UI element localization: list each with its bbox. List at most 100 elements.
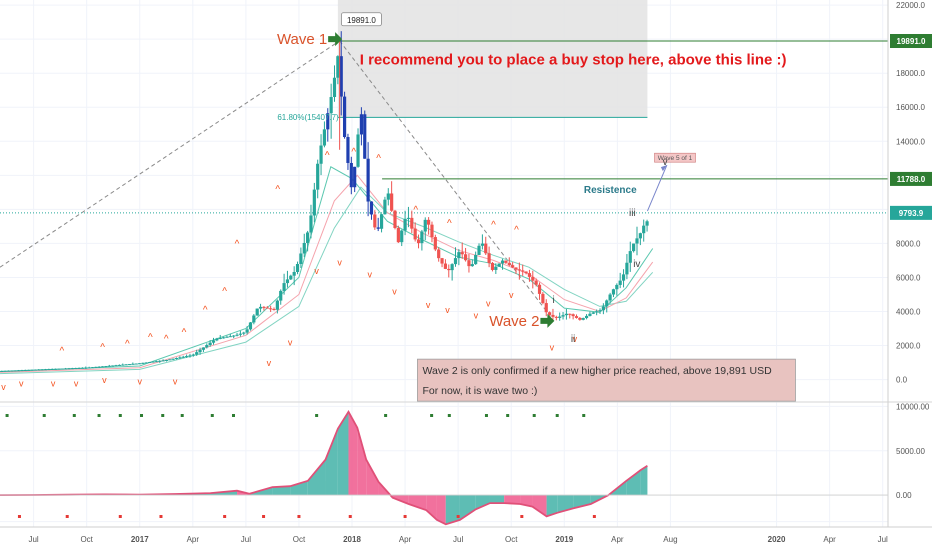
candle-body	[229, 336, 232, 337]
candle-body	[279, 291, 282, 301]
candle-body	[37, 370, 40, 371]
candle-body	[30, 370, 33, 371]
marker-up: ^	[514, 225, 519, 236]
marker-up: ^	[164, 334, 169, 345]
candle-body	[561, 315, 564, 316]
marker-up: ^	[100, 343, 105, 354]
candle-body	[111, 365, 114, 366]
candle-body	[538, 285, 541, 294]
candle-body	[108, 366, 111, 367]
candle-body	[568, 314, 571, 315]
price-tick-label: 4000.0	[896, 307, 921, 316]
oscillator-area	[460, 495, 476, 520]
candle-body	[592, 312, 595, 313]
time-tick-label: 2019	[555, 535, 573, 544]
candle-body	[77, 368, 80, 369]
candle-body	[84, 368, 87, 369]
candle-body	[289, 276, 292, 280]
candle-body	[437, 249, 440, 258]
osc-top-dot	[556, 414, 559, 417]
osc-bottom-dot	[297, 515, 300, 518]
osc-bottom-dot	[349, 515, 352, 518]
candle-body	[0, 371, 3, 372]
candle-body	[535, 281, 538, 285]
candle-body	[316, 164, 319, 190]
marker-down: v	[74, 378, 79, 388]
candle-body	[64, 368, 67, 369]
candle-body	[541, 294, 544, 303]
price-tick-label: 6000.0	[896, 273, 921, 282]
marker-up: ^	[491, 220, 496, 231]
candle-body	[272, 309, 275, 310]
candle-body	[494, 267, 497, 270]
candle-body	[306, 232, 309, 243]
time-tick-label: 2020	[768, 535, 786, 544]
time-tick-label: Apr	[823, 535, 836, 544]
candle-body	[235, 335, 238, 336]
candle-body	[427, 220, 430, 225]
candle-body	[528, 273, 531, 277]
price-tick-label: 14000.0	[896, 137, 925, 146]
candle-body	[575, 316, 578, 318]
candle-body	[172, 359, 175, 360]
candle-body	[138, 363, 141, 364]
candle-body	[215, 339, 218, 341]
candle-body	[81, 368, 84, 369]
candle-body	[232, 336, 235, 337]
marker-up: ^	[376, 154, 381, 165]
annotation-wave-ii: ii	[571, 334, 575, 345]
candle-body	[595, 311, 598, 312]
price-tag-label-level-11788: 11788.0	[897, 175, 926, 184]
candle-body	[242, 333, 245, 334]
osc-bottom-dot	[18, 515, 21, 518]
osc-top-dot	[181, 414, 184, 417]
candle-body	[551, 315, 554, 317]
candle-body	[434, 237, 437, 249]
annotation-wave-iii: iii	[629, 208, 636, 219]
candle-body	[158, 361, 161, 362]
candle-body	[545, 303, 548, 312]
candle-body	[518, 269, 521, 270]
candle-body	[47, 369, 50, 370]
osc-top-dot	[232, 414, 235, 417]
marker-up: ^	[125, 339, 130, 350]
osc-top-dot	[582, 414, 585, 417]
oscillator-area	[357, 428, 366, 495]
candle-body	[151, 362, 154, 363]
candle-body	[333, 78, 336, 97]
candle-body	[239, 334, 242, 335]
time-tick-label: Jul	[878, 535, 888, 544]
candle-body	[521, 270, 524, 271]
candle-body	[135, 364, 138, 365]
price-tag-label-level-19891: 19891.0	[897, 37, 926, 46]
candle-body	[642, 226, 645, 234]
candle-body	[145, 362, 148, 363]
candle-body	[286, 279, 289, 283]
osc-top-dot	[73, 414, 76, 417]
candle-body	[91, 367, 94, 368]
marker-up: ^	[275, 184, 280, 195]
osc-top-dot	[315, 414, 318, 417]
marker-down: v	[474, 310, 479, 320]
time-tick-label: Oct	[293, 535, 306, 544]
candle-body	[195, 352, 198, 354]
info-box-line1: Wave 2 is only confirmed if a new higher…	[422, 365, 772, 377]
candle-body	[222, 337, 225, 338]
candle-body	[484, 244, 487, 254]
oscillator-tick-label: 5000.00	[896, 447, 925, 456]
osc-top-dot	[485, 414, 488, 417]
candle-body	[262, 307, 265, 308]
candle-body	[370, 202, 373, 215]
candle-body	[578, 318, 581, 320]
marker-down: v	[288, 338, 293, 348]
candle-body	[514, 267, 517, 269]
candle-body	[61, 369, 64, 370]
annotation-wave1: Wave 1	[277, 31, 327, 48]
candle-body	[477, 246, 480, 255]
candle-body	[410, 218, 413, 229]
time-tick-label: Apr	[611, 535, 624, 544]
candle-body	[7, 371, 10, 372]
price-tag-label-level-9793: 9793.9	[899, 209, 924, 218]
candle-body	[205, 345, 208, 347]
